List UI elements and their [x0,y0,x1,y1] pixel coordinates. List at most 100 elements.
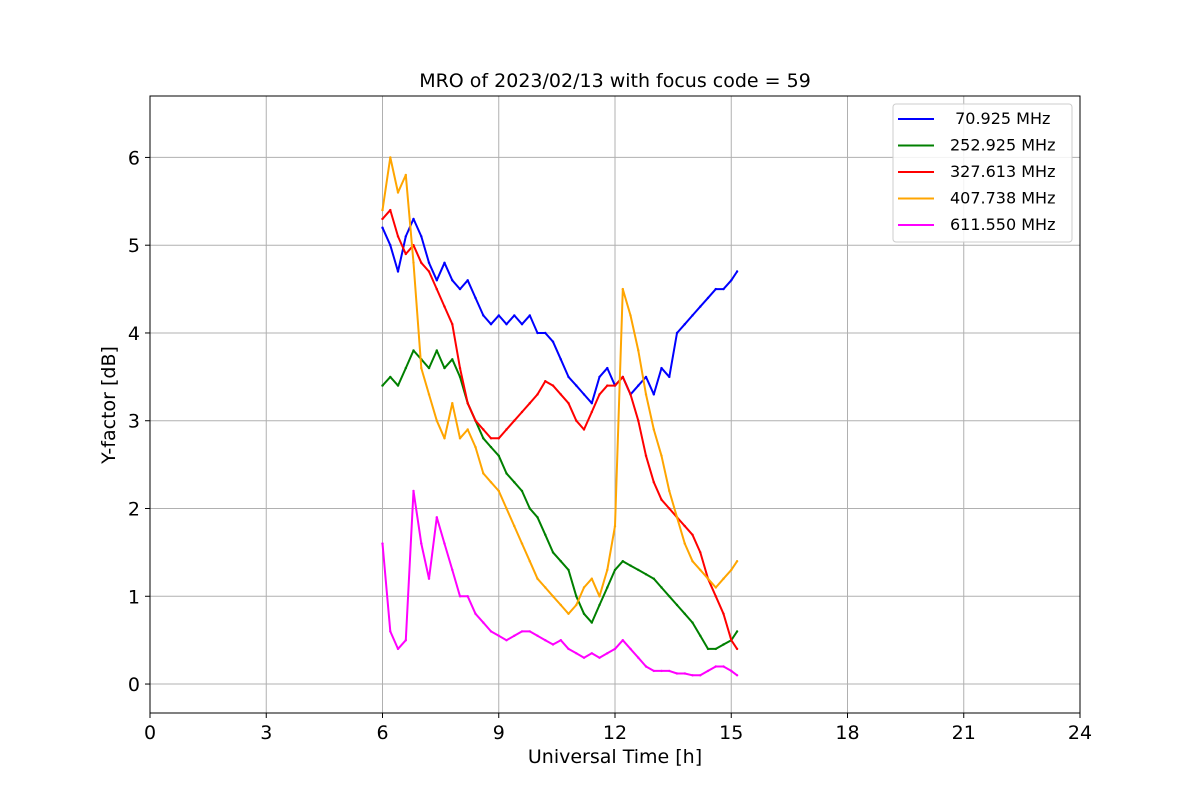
data-point [520,630,524,633]
data-point [389,244,392,247]
data-point [714,595,717,598]
data-point [551,595,555,598]
data-point [536,634,539,637]
data-point [668,507,671,510]
y-tick-label: 2 [128,499,140,521]
data-point [706,577,710,580]
data-point [559,560,562,563]
data-point [567,647,570,651]
data-point [675,516,679,519]
series-layer [381,156,739,677]
data-point [575,595,578,598]
data-point [644,665,648,668]
data-point [691,560,694,563]
data-point [706,669,710,673]
data-point [621,560,624,563]
data-point [567,402,570,405]
data-point [691,621,694,624]
y-tick-label: 3 [128,411,140,433]
data-point [598,603,601,607]
data-point [482,621,485,624]
data-point [699,634,702,637]
data-point [582,612,586,615]
data-point [420,235,423,238]
data-point [722,612,725,615]
data-point [675,331,679,335]
data-point [668,489,671,493]
data-point [637,656,640,659]
data-point [606,586,609,589]
data-point [443,305,446,308]
data-point [482,472,485,475]
data-point [458,375,462,379]
data-point [613,384,617,387]
data-point [675,603,679,607]
data-point [389,630,392,633]
data-point [381,384,384,387]
x-tick-label: 9 [493,722,505,744]
data-point [551,551,555,554]
data-point [590,577,593,580]
data-point [575,419,578,422]
legend-label: 252.925 MHz [950,136,1055,155]
x-axis-label: Universal Time [h] [528,746,702,768]
data-point [427,393,431,396]
data-point [730,669,733,673]
data-point [714,665,717,668]
data-point [412,217,415,221]
data-point [644,375,648,379]
data-point [497,489,500,493]
data-point [513,634,516,637]
y-axis-label: Y-factor [dB] [98,346,120,465]
chart-title: MRO of 2023/02/13 with focus code = 59 [419,70,811,92]
data-point [458,366,462,370]
data-point [590,652,593,655]
legend-frame [892,103,1073,243]
legend-label: 611.550 MHz [950,215,1055,234]
data-point [482,428,485,431]
data-point [706,296,710,300]
data-point [699,674,702,677]
data-point [598,375,601,379]
data-point [629,564,632,567]
data-point [513,524,516,528]
data-point [735,560,739,563]
data-point [404,173,407,177]
data-point [606,366,609,370]
data-point [660,498,663,501]
data-point [637,419,640,422]
data-point [575,384,578,387]
data-point [691,533,694,536]
data-point [404,235,407,238]
data-point [660,366,663,370]
data-point [551,643,555,646]
data-point [575,652,578,655]
data-point [668,669,671,673]
x-tick-label: 12 [603,722,627,744]
data-point [528,507,531,510]
data-point [606,652,609,655]
data-point [427,261,431,264]
data-point [683,612,686,615]
data-point [683,542,686,545]
data-point [396,384,400,387]
data-point [730,568,733,572]
data-point [536,393,539,396]
data-point [451,568,454,572]
data-point [435,287,438,291]
data-point [396,647,400,651]
data-point [613,647,617,651]
data-point [598,656,601,659]
data-point [660,586,663,589]
data-point [582,656,586,659]
data-point [699,568,702,572]
y-tick-label: 4 [128,323,140,345]
data-point [730,279,733,282]
data-point [528,402,531,405]
data-point [435,516,438,519]
data-point [474,612,477,615]
y-tick-label: 1 [128,586,140,608]
data-point [691,314,694,317]
data-point [482,437,485,440]
data-point [722,577,725,580]
